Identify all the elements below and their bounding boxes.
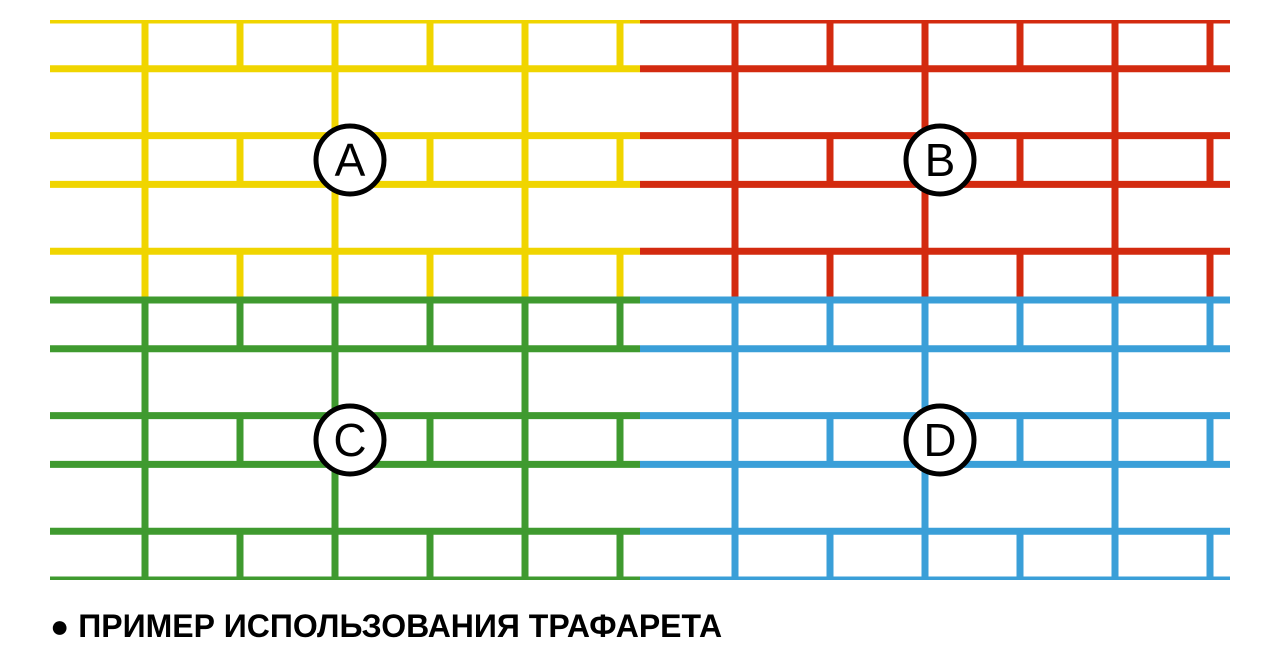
caption: ● ПРИМЕР ИСПОЛЬЗОВАНИЯ ТРАФАРЕТА [50, 608, 722, 645]
caption-bullet: ● [50, 608, 69, 644]
label-a: A [316, 126, 384, 194]
svg-text:A: A [335, 134, 366, 186]
label-c: C [316, 406, 384, 474]
svg-text:C: C [333, 414, 366, 466]
label-b: B [906, 126, 974, 194]
caption-text: ПРИМЕР ИСПОЛЬЗОВАНИЯ ТРАФАРЕТА [78, 608, 722, 644]
svg-text:B: B [925, 134, 956, 186]
svg-text:D: D [923, 414, 956, 466]
label-d: D [906, 406, 974, 474]
stencil-diagram: A B C D [50, 20, 1230, 580]
